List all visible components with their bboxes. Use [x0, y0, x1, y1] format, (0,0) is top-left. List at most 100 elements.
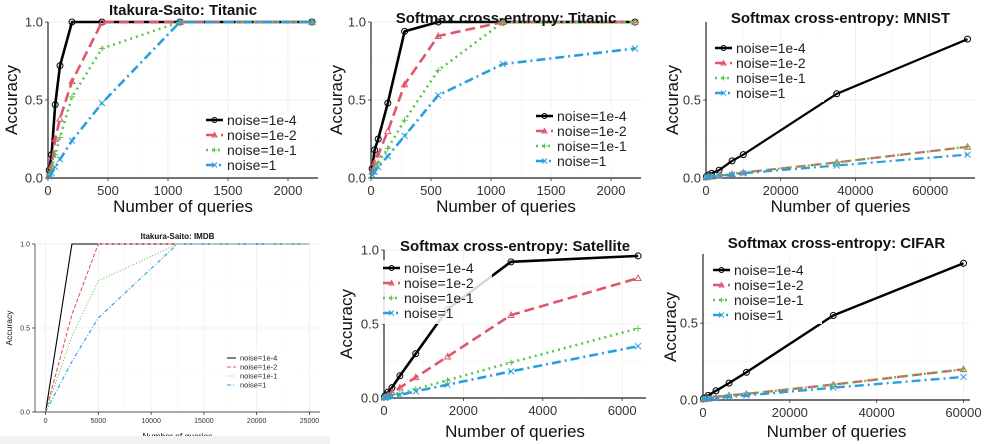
x-tick-label: 0: [699, 405, 706, 420]
data-point: [634, 274, 642, 282]
y-tick-label: 0.5: [348, 93, 366, 108]
x-tick-label: 15000: [194, 418, 214, 425]
data-point: [829, 384, 837, 392]
series-line-1: [370, 20, 635, 169]
data-point: [99, 45, 105, 52]
y-tick-label: 0.5: [25, 93, 43, 108]
legend-box: [710, 262, 822, 324]
y-tick-label: 1.0: [348, 15, 366, 30]
data-point: [742, 368, 750, 376]
legend-marker: [718, 267, 725, 273]
data-point: [368, 171, 376, 179]
legend-label: noise=1e-4: [557, 108, 627, 124]
legend-box: [712, 40, 824, 102]
y-axis-label: Accuracy: [2, 65, 21, 135]
x-axis-label: Number of queries: [445, 422, 585, 441]
y-tick-label: 0.5: [361, 317, 379, 332]
legend-marker: [388, 265, 395, 271]
data-point: [374, 163, 382, 171]
data-point: [708, 173, 715, 180]
data-point: [98, 99, 106, 107]
legend-marker: [389, 295, 394, 301]
data-point: [500, 19, 506, 25]
data-point: [960, 373, 967, 381]
data-point: [499, 60, 507, 68]
legend-marker: [211, 117, 218, 123]
data-point: [52, 151, 59, 158]
data-point: [51, 163, 59, 171]
data-point: [388, 392, 396, 400]
data-point: [833, 162, 841, 169]
legend-label: noise=1e-1: [734, 292, 804, 308]
data-point: [57, 134, 63, 141]
data-point: [68, 137, 76, 144]
data-point: [98, 17, 106, 25]
data-point: [396, 391, 404, 399]
data-point: [740, 169, 747, 177]
legend-label: noise=1e-1: [736, 70, 806, 86]
chart-panel-2: 0 500 1000 1500 20000.00.51.0noise=1e-4noise…: [327, 10, 645, 216]
x-tick-label: 1000: [477, 183, 506, 198]
x-tick-label: 60000: [912, 183, 948, 198]
chart-title: Softmax cross-entropy: MNIST: [731, 10, 950, 27]
x-tick-label: 5000: [91, 418, 107, 425]
legend-label: noise=1e-4: [734, 262, 804, 278]
legend-label: noise=1e-4: [404, 260, 474, 276]
data-point: [715, 172, 723, 180]
data-point: [444, 381, 451, 389]
series-line-2: [45, 243, 310, 413]
x-tick-label: 0: [367, 183, 374, 198]
data-point: [743, 392, 750, 399]
data-point: [634, 252, 642, 260]
series-line-3: [47, 20, 312, 176]
chart-title: Softmax cross-entropy: CIFAR: [728, 235, 946, 252]
legend-marker: [721, 75, 726, 81]
legend-marker: [720, 90, 727, 96]
y-tick-label: 0.0: [25, 171, 43, 186]
data-point: [434, 32, 443, 39]
footer-strip: [0, 436, 330, 444]
x-tick-label: 0: [702, 183, 709, 198]
series-line-3: [384, 327, 639, 399]
legend-label: noise=1e-1: [240, 372, 277, 381]
chart-panel-5: 0 2000 4000 60000.00.51.0noise=1e-4noise=1e…: [337, 238, 646, 441]
data-point: [375, 159, 382, 166]
data-point: [444, 377, 451, 384]
legend-marker: [388, 310, 395, 316]
data-point: [68, 77, 76, 85]
data-point: [69, 93, 75, 100]
data-point: [435, 67, 442, 74]
legend-marker: [212, 147, 217, 153]
series-line-2: [370, 20, 635, 173]
series-line-4: [45, 243, 310, 413]
x-tick-label: 1000: [154, 183, 183, 198]
legend-label: noise=1: [557, 153, 607, 169]
legend-label: noise=1e-2: [227, 127, 297, 143]
data-point: [830, 381, 837, 388]
x-tick-label: 0: [44, 183, 51, 198]
legend-label: noise=1e-2: [240, 363, 277, 372]
x-tick-label: 10000: [141, 418, 161, 425]
legend-label: noise=1: [404, 305, 454, 321]
data-point: [384, 152, 392, 160]
data-point: [68, 18, 76, 26]
series-line-3: [371, 20, 635, 174]
x-tick-label: 60000: [945, 405, 981, 420]
data-point: [374, 135, 382, 143]
data-point: [412, 387, 420, 395]
x-tick-label: 0: [380, 403, 387, 418]
data-point: [396, 372, 404, 380]
legend-label: noise=1: [734, 307, 784, 323]
x-tick-label: 0: [44, 418, 48, 425]
data-point: [56, 155, 64, 163]
x-tick-label: 6000: [608, 403, 637, 418]
data-point: [964, 143, 971, 150]
legend-label: noise=1e-2: [557, 123, 627, 139]
legend-marker: [211, 131, 218, 138]
data-point: [400, 80, 409, 88]
legend-label: noise=1e-1: [557, 138, 627, 154]
x-tick-label: 20000: [763, 183, 799, 198]
legend-marker: [541, 127, 548, 134]
x-tick-label: 40000: [837, 183, 873, 198]
legend-marker: [718, 312, 725, 318]
